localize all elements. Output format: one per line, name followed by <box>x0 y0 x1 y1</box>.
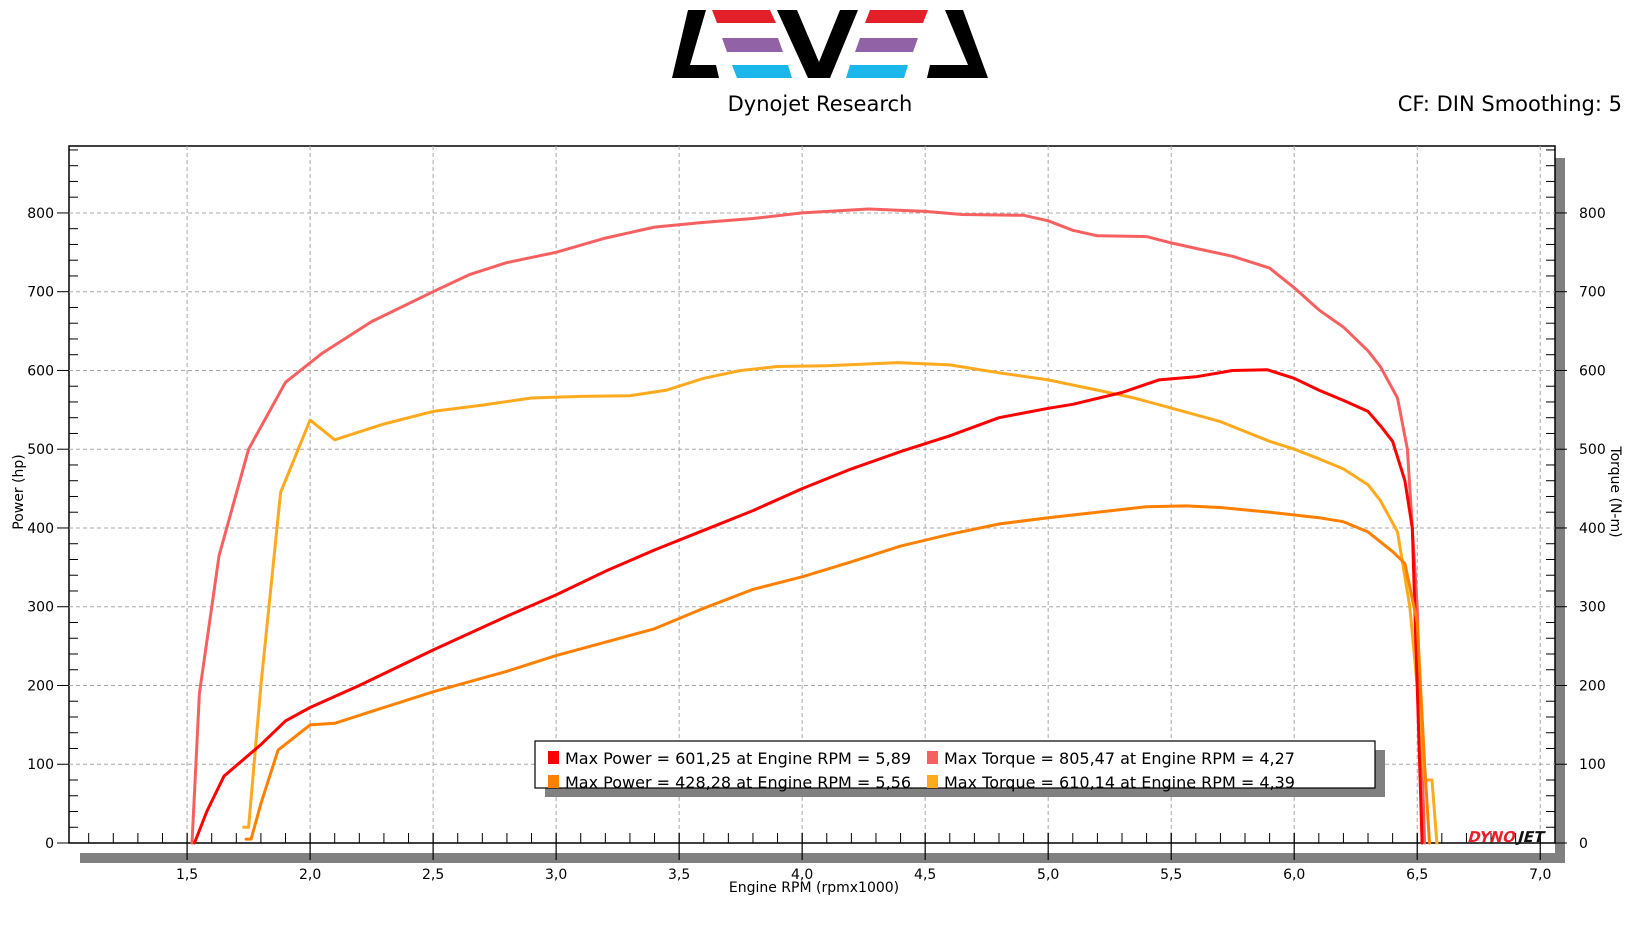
svg-text:DYNO: DYNO <box>1466 828 1518 846</box>
legend-swatch <box>548 775 559 788</box>
right-axis-shadow <box>1555 158 1565 863</box>
y-tick-label: 500 <box>27 442 54 458</box>
legend-item: Max Power = 601,25 at Engine RPM = 5,89 <box>565 749 911 768</box>
legend <box>534 740 1376 789</box>
legend-item: Max Power = 428,28 at Engine RPM = 5,56 <box>565 773 911 792</box>
logo-bar <box>846 65 908 78</box>
x-tick-label: 3,5 <box>668 867 690 883</box>
logo-bar <box>855 38 918 52</box>
legend-swatch <box>927 775 938 788</box>
y2-tick-label: 100 <box>1579 757 1606 773</box>
logo-bar <box>732 65 792 78</box>
legend-item: Max Torque = 610,14 at Engine RPM = 4,39 <box>944 773 1295 792</box>
y-axis-label: Power (hp) <box>11 454 27 529</box>
logo-bar <box>722 38 783 52</box>
axis-ticks <box>57 149 1567 860</box>
y2-tick-label: 500 <box>1579 442 1606 458</box>
series-line-torque-run-2 <box>242 361 1439 845</box>
x-axis-shadow <box>80 853 1565 863</box>
x-tick-label: 4,5 <box>914 867 936 883</box>
x-tick-label: 7,0 <box>1529 867 1551 883</box>
x-tick-label: 4,0 <box>791 867 813 883</box>
y-tick-label: 200 <box>27 678 54 694</box>
y-tick-label: 100 <box>27 757 54 773</box>
series-lines <box>190 207 1439 845</box>
x-tick-label: 5,0 <box>1037 867 1059 883</box>
series-line-power-run-2 <box>244 504 1431 845</box>
x-tick-label: 2,0 <box>299 867 321 883</box>
logo-bar <box>712 10 776 23</box>
svg-text:JET: JET <box>1515 828 1547 846</box>
legend-swatch <box>548 751 559 764</box>
y-tick-label: 400 <box>27 521 54 537</box>
y2-tick-label: 800 <box>1579 206 1606 222</box>
x-tick-label: 1,5 <box>176 867 198 883</box>
y-tick-label: 300 <box>27 600 54 616</box>
legend-swatch <box>927 751 938 764</box>
y2-tick-label: 0 <box>1579 836 1588 852</box>
x-tick-label: 3,0 <box>545 867 567 883</box>
y2-axis-label: Torque (N-m) <box>1607 445 1623 537</box>
tick-labels: 1,5 2,0 2,5 3,0 3,5 4,0 4,5 5,0 5,5 6,0 6,5 7,0 0 0 10… <box>27 206 1605 883</box>
settings-label: CF: DIN Smoothing: 5 <box>1398 92 1622 116</box>
y2-tick-label: 700 <box>1579 285 1606 301</box>
y-tick-label: 700 <box>27 285 54 301</box>
y2-tick-label: 200 <box>1579 678 1606 694</box>
x-tick-label: 6,5 <box>1406 867 1428 883</box>
plot-area <box>68 145 1556 844</box>
series-line-power-run-1 <box>193 368 1424 845</box>
grid <box>69 146 1555 843</box>
x-tick-label: 2,5 <box>422 867 444 883</box>
y-tick-label: 0 <box>45 836 54 852</box>
subtitle: Dynojet Research <box>728 92 913 116</box>
series-line-torque-run-1 <box>190 207 1427 845</box>
level-logo <box>672 10 988 78</box>
x-tick-label: 6,0 <box>1283 867 1305 883</box>
legend-item: Max Torque = 805,47 at Engine RPM = 4,27 <box>944 749 1295 768</box>
x-axis-label: Engine RPM (rpmx1000) <box>729 880 899 896</box>
y-tick-label: 600 <box>27 363 54 379</box>
y2-tick-label: 400 <box>1579 521 1606 537</box>
y-tick-label: 800 <box>27 206 54 222</box>
y2-tick-label: 300 <box>1579 600 1606 616</box>
x-tick-label: 5,5 <box>1160 867 1182 883</box>
logo-bar <box>865 10 928 23</box>
y2-tick-label: 600 <box>1579 363 1606 379</box>
dynojet-brand: DYNO JET <box>1466 828 1547 846</box>
